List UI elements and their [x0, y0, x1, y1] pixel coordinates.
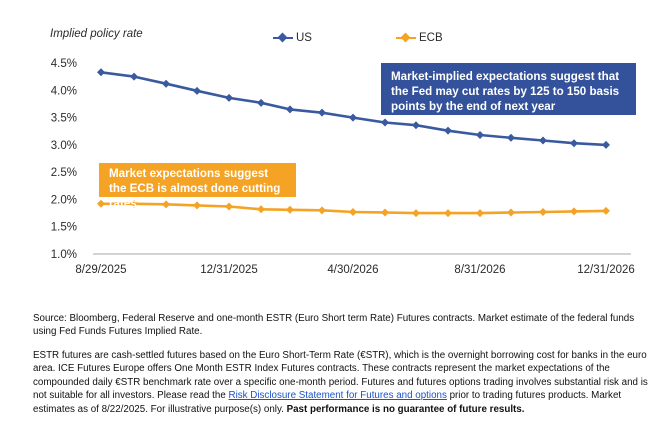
- legend-item-ecb: ECB: [396, 32, 443, 44]
- data-point-us: [476, 131, 485, 140]
- data-point-ecb: [348, 207, 357, 216]
- disclosure-text-1: ESTR futures are cash-settled futures ba…: [33, 350, 648, 402]
- data-point-us: [193, 86, 202, 95]
- y-tick-label: 2.5%: [51, 167, 77, 179]
- data-point-us: [225, 93, 234, 102]
- data-point-ecb: [257, 205, 266, 214]
- data-point-ecb: [225, 202, 234, 211]
- data-point-ecb: [539, 207, 548, 216]
- data-point-ecb: [162, 200, 171, 209]
- data-point-ecb: [380, 208, 389, 217]
- data-point-us: [257, 98, 266, 107]
- data-point-us: [443, 126, 452, 135]
- y-axis-title: Implied policy rate: [50, 28, 143, 40]
- data-point-us: [162, 79, 171, 88]
- disclosure-note: ESTR futures are cash-settled futures ba…: [33, 349, 658, 416]
- data-point-ecb: [97, 199, 105, 208]
- disclosure-text-2: prior to trading futures products. Marke…: [33, 390, 622, 415]
- x-tick-label: 12/31/2025: [200, 264, 258, 276]
- y-tick-label: 2.0%: [51, 194, 77, 206]
- data-point-us: [411, 121, 420, 130]
- legend-swatch-us: [273, 32, 293, 43]
- data-point-ecb: [602, 206, 610, 215]
- line-chart: 4.5% 4.0% 3.5% 3.0% 2.5% 2.0% 1.5% 1.0% 8/29/202…: [51, 58, 635, 276]
- data-point-ecb: [318, 206, 327, 215]
- x-tick-label: 4/30/2026: [327, 264, 378, 276]
- us-annotation-callout: Market-implied expectations suggest that…: [381, 63, 636, 115]
- y-tick-label: 4.5%: [51, 58, 77, 70]
- source-note: Source: Bloomberg, Federal Reserve and o…: [33, 313, 635, 338]
- data-point-ecb: [285, 205, 294, 214]
- data-point-us: [506, 133, 515, 142]
- data-point-us: [602, 140, 610, 149]
- x-tick-label: 8/29/2025: [75, 264, 126, 276]
- data-point-ecb: [506, 208, 515, 217]
- data-point-us: [97, 68, 105, 77]
- data-point-us: [348, 113, 357, 122]
- data-point-ecb: [569, 207, 578, 216]
- ecb-annotation-callout: Market expectations suggest the ECB is a…: [99, 163, 296, 210]
- y-tick-label: 1.5%: [51, 222, 77, 234]
- data-point-us: [318, 108, 327, 117]
- x-tick-label: 12/31/2026: [577, 264, 635, 276]
- data-point-ecb: [193, 201, 202, 210]
- y-tick-label: 4.0%: [51, 85, 77, 97]
- data-point-us: [130, 72, 139, 81]
- data-point-us: [569, 139, 578, 148]
- past-performance-disclaimer: Past performance is no guarantee of futu…: [286, 403, 525, 415]
- data-point-us: [380, 118, 389, 127]
- legend-label-ecb: ECB: [419, 32, 443, 44]
- y-tick-label: 3.5%: [51, 113, 77, 125]
- data-point-ecb: [130, 199, 139, 208]
- y-tick-label: 3.0%: [51, 140, 77, 152]
- data-point-ecb: [476, 209, 485, 218]
- legend-swatch-ecb: [396, 32, 416, 43]
- risk-disclosure-link[interactable]: Risk Disclosure Statement for Futures an…: [228, 390, 447, 402]
- legend-label-us: US: [296, 32, 312, 44]
- data-point-ecb: [443, 209, 452, 218]
- legend-item-us: US: [273, 32, 312, 44]
- y-tick-label: 1.0%: [51, 249, 77, 261]
- data-point-ecb: [411, 209, 420, 218]
- x-tick-label: 8/31/2026: [454, 264, 505, 276]
- data-point-us: [285, 105, 294, 114]
- data-point-us: [539, 136, 548, 145]
